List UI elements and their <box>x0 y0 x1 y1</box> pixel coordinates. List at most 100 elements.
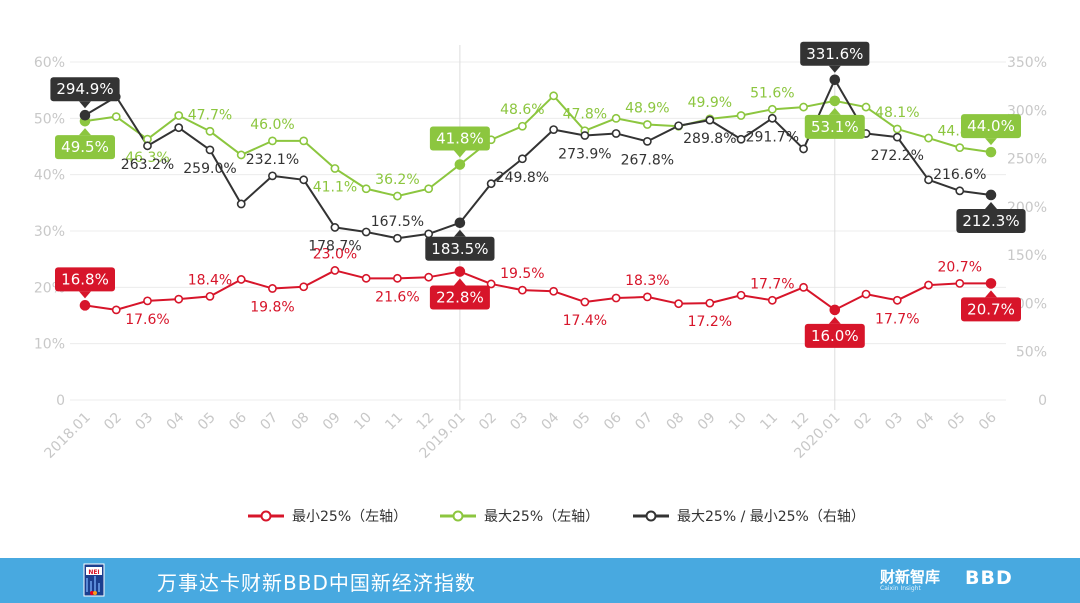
data-point <box>642 120 652 129</box>
left-tick-label: 60% <box>34 55 65 71</box>
data-point <box>642 136 652 146</box>
legend-label: 最小25%（左轴） <box>292 509 408 525</box>
x-tick-label: 09 <box>320 410 344 434</box>
data-label: 21.6% <box>375 289 419 305</box>
right-tick-label: 50% <box>1016 345 1047 361</box>
data-point <box>767 113 777 123</box>
callout-label: 16.0% <box>811 327 859 345</box>
data-point <box>799 282 808 292</box>
data-point <box>205 291 215 301</box>
x-tick-label: 12 <box>414 410 438 434</box>
data-point <box>767 295 777 305</box>
logo-text: NEI <box>88 569 99 576</box>
data-point <box>454 266 466 277</box>
data-point <box>642 292 652 302</box>
data-label: 232.1% <box>246 152 299 168</box>
data-point <box>111 305 121 315</box>
data-point <box>268 136 277 146</box>
series-lines <box>84 78 992 311</box>
data-point <box>268 284 277 293</box>
callout-label: 53.1% <box>811 118 859 136</box>
series-line-1 <box>84 94 992 198</box>
legend-item-max25[interactable]: 最大25%（左轴） <box>440 506 599 526</box>
callout-label: 22.8% <box>436 289 484 307</box>
legend-item-ratio[interactable]: 最大25% / 最小25%（右轴） <box>633 506 865 526</box>
callout-pointer <box>453 278 466 286</box>
data-point <box>549 286 559 296</box>
callout-label: 183.5% <box>431 240 488 258</box>
data-point <box>486 279 496 289</box>
legend: 最小25%（左轴） 最大25%（左轴） 最大25% / 最小25%（右轴） <box>0 506 1080 528</box>
footer-bar: NEI 万事达卡财新BBD中国新经济指数 财新智库 Caixin Insight… <box>0 558 1080 603</box>
data-point <box>985 146 997 158</box>
data-point <box>174 294 184 304</box>
legend-label: 最大25%（左轴） <box>484 509 600 525</box>
data-point <box>205 126 215 136</box>
callout-pointer <box>79 291 91 299</box>
callout-label: 331.6% <box>806 45 863 63</box>
legend-item-min25[interactable]: 最小25%（左轴） <box>248 506 407 526</box>
data-point <box>330 266 340 275</box>
data-point <box>299 282 309 292</box>
data-point <box>580 297 590 307</box>
data-point <box>517 285 527 295</box>
data-point <box>111 112 121 122</box>
data-label: 46.3% <box>125 150 169 166</box>
data-point <box>236 199 246 209</box>
callout-box <box>804 323 865 348</box>
data-point <box>454 159 466 170</box>
data-label: 272.2% <box>871 148 924 164</box>
data-point <box>299 136 309 146</box>
data-point <box>517 121 527 131</box>
data-point <box>299 175 309 185</box>
x-tick-label: 07 <box>632 410 656 434</box>
data-point <box>424 272 434 282</box>
callout: 20.7% <box>961 290 1021 322</box>
x-tick-label: 04 <box>539 409 563 433</box>
data-label: 273.9% <box>558 146 611 162</box>
data-point <box>799 102 808 112</box>
data-point <box>361 273 371 283</box>
data-labels: 17.6% 18.4% 19.8% 23.0% 21.6% 19.5% 17.4% 18.3%… <box>121 85 987 330</box>
line-chart: 010%20%30%40%50%60% 050%100%150%200%250%… <box>34 41 1047 462</box>
x-tick-label: 11 <box>757 410 781 434</box>
left-axis-ticks: 010%20%30%40%50%60% <box>34 55 65 409</box>
x-tick-label: 2018.01 <box>42 410 94 462</box>
data-label: 46.0% <box>250 117 294 133</box>
x-tick-label: 05 <box>570 410 594 434</box>
callout-pointer <box>828 107 841 115</box>
data-point <box>736 290 746 300</box>
callout-box <box>425 236 495 261</box>
x-tick-label: 04 <box>913 409 937 433</box>
data-label: 259.0% <box>183 161 236 177</box>
data-point <box>79 109 91 121</box>
left-tick-label: 40% <box>34 168 65 184</box>
x-tick-label: 08 <box>663 410 687 434</box>
data-point <box>424 184 434 194</box>
right-tick-label: 350% <box>1007 55 1047 71</box>
callout: 22.8% <box>429 278 490 310</box>
x-tick-label: 02 <box>476 410 500 434</box>
callout-pointer <box>828 65 841 73</box>
callout: 331.6% <box>800 41 870 73</box>
data-point <box>424 229 434 239</box>
brand-bbd: BBD <box>965 567 1013 589</box>
data-label: 17.4% <box>563 313 607 329</box>
data-point <box>985 189 997 201</box>
data-label: 36.2% <box>375 172 419 188</box>
data-point <box>924 175 933 185</box>
legend-label: 最大25% / 最小25%（右轴） <box>677 509 865 525</box>
data-point <box>236 150 246 160</box>
data-point <box>861 102 871 112</box>
callout-box <box>429 126 490 151</box>
data-label: 263.2% <box>121 157 174 173</box>
legend-swatch-dark-icon <box>633 510 669 522</box>
data-label: 49.9% <box>688 95 732 111</box>
data-point <box>829 74 841 86</box>
series-line-0 <box>84 269 991 311</box>
data-point <box>549 91 559 101</box>
data-point <box>361 184 371 194</box>
data-point <box>955 186 965 196</box>
callout-pointer <box>985 201 997 209</box>
data-label: 18.3% <box>625 273 669 289</box>
